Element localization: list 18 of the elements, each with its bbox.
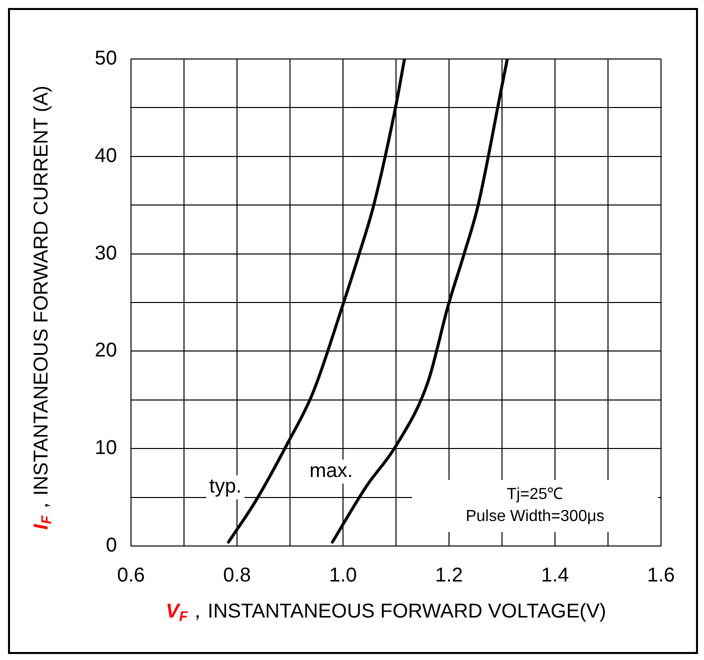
y-tick-label: 20 [94, 340, 117, 362]
x-tick-label: 1.6 [647, 564, 675, 587]
annotation: Pulse Width=300μs [464, 507, 606, 527]
y-tick-label: 30 [94, 242, 117, 264]
y-tick-label: 40 [94, 144, 117, 167]
series-label: typ. [209, 476, 242, 498]
y-tick-label: 0 [106, 534, 117, 557]
note-box: Tj=25℃ Pulse Width=300μs [412, 480, 658, 532]
y-tick-label: 10 [94, 437, 117, 460]
series-label: max. [310, 460, 353, 482]
annotation: Tj=25℃ [506, 485, 564, 505]
x-tick-label: 0.6 [117, 564, 145, 587]
x-tick-label: 1.0 [329, 564, 357, 587]
x-tick-label: 0.8 [223, 564, 251, 587]
x-tick-label: 1.2 [435, 564, 463, 587]
y-axis-title: IF，INSTANTANEOUS FORWARD CURRENT (A) [30, 86, 54, 530]
x-tick-label: 1.4 [541, 564, 569, 587]
y-tick-label: 50 [94, 48, 117, 70]
